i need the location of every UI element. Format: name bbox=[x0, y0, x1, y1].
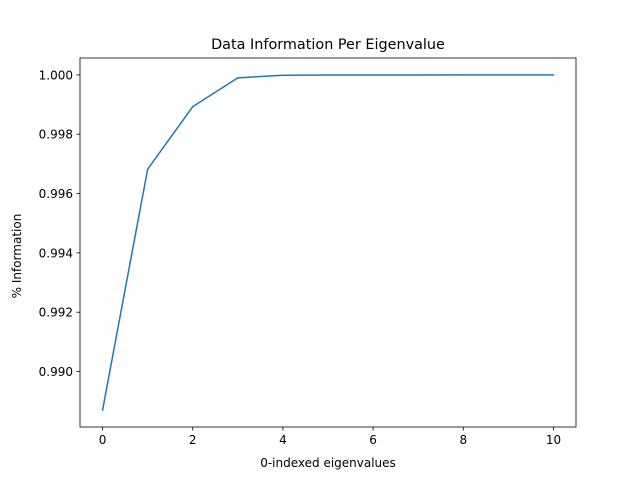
x-tick-label: 0 bbox=[99, 433, 107, 447]
y-tick-label: 0.998 bbox=[39, 128, 73, 142]
y-tick-label: 0.994 bbox=[39, 246, 73, 260]
y-tick-label: 1.000 bbox=[39, 68, 73, 82]
x-tick-label: 2 bbox=[189, 433, 197, 447]
x-tick-label: 8 bbox=[459, 433, 467, 447]
x-tick-label: 6 bbox=[369, 433, 377, 447]
y-axis-label: % Information bbox=[10, 214, 24, 299]
x-tick-label: 10 bbox=[546, 433, 561, 447]
axes-frame bbox=[79, 57, 577, 428]
x-axis-label: 0-indexed eigenvalues bbox=[260, 456, 396, 470]
y-tick-label: 0.996 bbox=[39, 187, 73, 201]
plot-area: 0 2 4 6 8 10 0.990 0.992 0.994 0.996 0.998 1.000 bbox=[39, 57, 577, 447]
y-tick-label: 0.990 bbox=[39, 365, 73, 379]
x-tick-label: 4 bbox=[279, 433, 287, 447]
y-tick-label: 0.992 bbox=[39, 306, 73, 320]
chart-title: Data Information Per Eigenvalue bbox=[211, 37, 445, 53]
series-line-0 bbox=[101, 74, 555, 411]
